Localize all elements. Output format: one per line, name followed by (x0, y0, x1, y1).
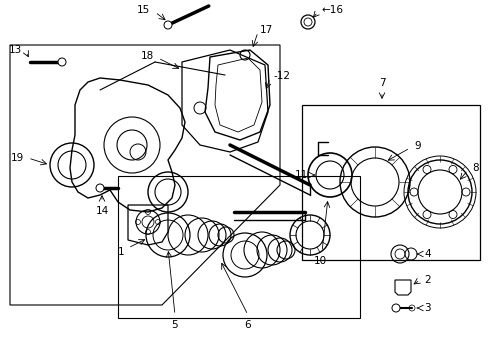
Text: 9: 9 (413, 141, 420, 151)
Text: 8: 8 (471, 163, 478, 173)
Text: 19: 19 (11, 153, 24, 163)
Text: 3: 3 (423, 303, 430, 313)
Circle shape (58, 58, 66, 66)
Text: 5: 5 (171, 320, 178, 330)
Text: 14: 14 (95, 206, 108, 216)
Circle shape (96, 184, 104, 192)
Text: 4: 4 (423, 249, 430, 259)
Text: 2: 2 (423, 275, 430, 285)
Text: 7: 7 (378, 78, 385, 88)
Text: 17: 17 (260, 25, 273, 35)
Text: 15: 15 (137, 5, 150, 15)
Text: 1: 1 (117, 247, 124, 257)
Circle shape (163, 21, 172, 29)
Text: 18: 18 (141, 51, 154, 61)
Text: 13: 13 (9, 45, 22, 55)
Circle shape (391, 304, 399, 312)
Text: 11: 11 (294, 170, 307, 180)
Bar (302, 105, 479, 260)
Text: ←16: ←16 (321, 5, 343, 15)
Text: -12: -12 (273, 71, 290, 81)
Text: 6: 6 (244, 320, 251, 330)
Text: 10: 10 (313, 256, 326, 266)
Bar (118, 176, 359, 318)
